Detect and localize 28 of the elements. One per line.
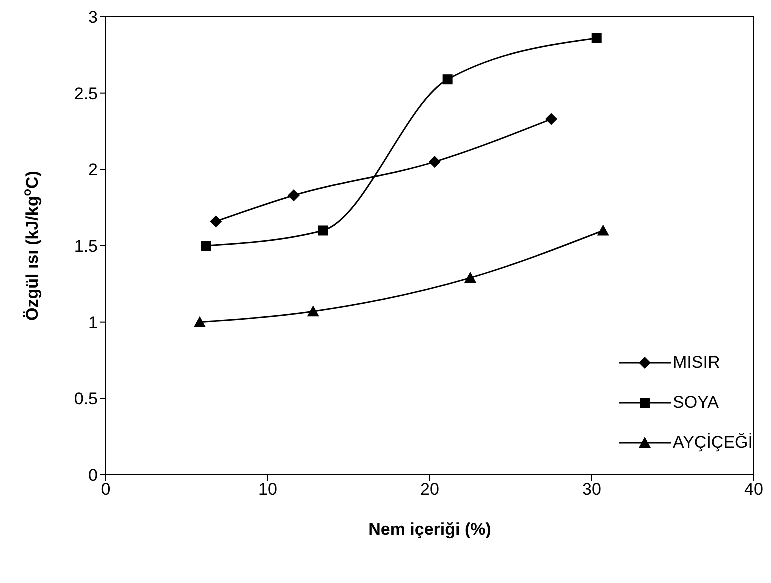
point	[307, 306, 320, 317]
legend-label: AYÇİÇEĞİ	[673, 433, 753, 453]
y-tick-label: 1.5	[74, 237, 98, 256]
point	[597, 224, 610, 236]
y-tick-label: 0	[88, 466, 98, 486]
y-tick-label: 2	[88, 160, 98, 180]
x-tick-label: 10	[258, 480, 278, 500]
point	[546, 113, 558, 126]
point	[210, 216, 222, 228]
y-tick-label: 0.5	[74, 390, 98, 409]
x-axis-title: Nem içeriği (%)	[368, 520, 492, 539]
point	[288, 190, 300, 202]
point	[464, 272, 476, 284]
point	[201, 241, 212, 251]
x-tick-label: 30	[582, 480, 602, 500]
point	[442, 74, 453, 85]
point	[318, 226, 328, 236]
x-tick-label: 20	[420, 480, 440, 500]
point	[194, 316, 206, 328]
point	[592, 33, 602, 44]
legend-label: MISIR	[673, 353, 720, 373]
point	[428, 156, 441, 168]
x-tick-label: 40	[744, 480, 764, 500]
y-tick-label: 2.5	[74, 84, 98, 104]
x-tick-label: 0	[101, 480, 111, 500]
legend-label: SOYA	[673, 393, 719, 413]
y-tick-label: 3	[88, 8, 98, 28]
y-tick-label: 1	[88, 313, 98, 332]
